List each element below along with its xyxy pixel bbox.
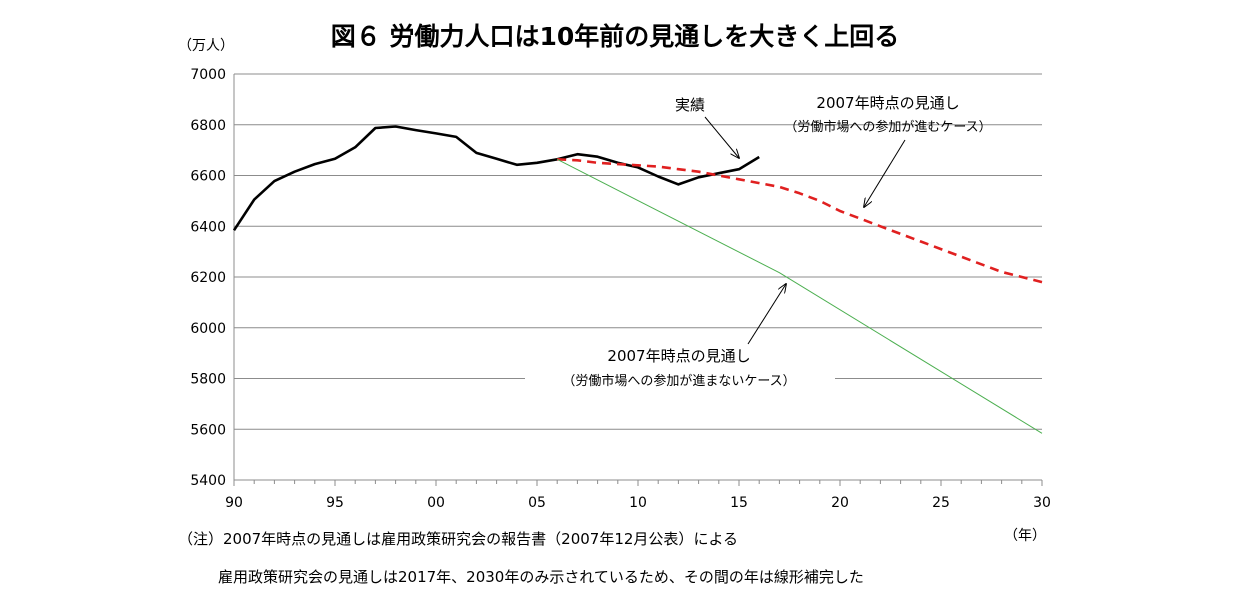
series-line-high-case: [557, 158, 1043, 284]
y-tick-label: 5600: [190, 422, 226, 438]
x-tick-label: 90: [225, 495, 243, 511]
x-tick-label: 30: [1033, 495, 1051, 511]
series-lines: [232, 125, 1043, 434]
series-line-actual: [232, 125, 760, 232]
chart-title: 図６ 労働力人口は10年前の見通しを大きく上回る: [331, 22, 900, 51]
annotation-low-case-bg: [525, 346, 835, 394]
y-axis-unit: （万人）: [178, 38, 234, 54]
footnote-2: 雇用政策研究会の見通しは2017年、2030年のみ示されているため、その間の年は…: [218, 568, 864, 586]
footnote-1: （注）2007年時点の見通しは雇用政策研究会の報告書（2007年12月公表）によ…: [178, 530, 738, 548]
series-line-low-case: [556, 158, 1043, 434]
annotation-high-case: 2007年時点の見通し （労働市場への参加が進むケース）: [784, 94, 992, 207]
annotation-low-case: 2007年時点の見通し （労働市場への参加が進まないケース）: [525, 284, 835, 394]
y-tick-label: 5800: [190, 372, 226, 388]
y-tick-label: 7000: [190, 67, 226, 83]
x-tick-label: 00: [427, 495, 445, 511]
x-tick-label: 10: [629, 495, 647, 511]
annotation-low-case-arrow: [747, 284, 786, 345]
annotation-low-case-sub: （労働市場への参加が進まないケース）: [562, 373, 795, 389]
y-tick-label: 6600: [190, 169, 226, 185]
annotation-high-case-sub: （労働市場への参加が進むケース）: [784, 119, 991, 135]
y-tick-label: 6400: [190, 219, 226, 235]
y-tick-label: 6000: [190, 321, 226, 337]
annotation-high-case-label: 2007年時点の見通し: [816, 94, 959, 112]
axes: 5400 5600 5800 6000 6200 6400 6600 6800 7000 90 95…: [190, 67, 1051, 511]
x-tick-label: 20: [831, 495, 849, 511]
annotation-actual-label: 実績: [675, 96, 705, 114]
y-tick-label: 6800: [190, 118, 226, 134]
x-tick-label: 15: [730, 495, 748, 511]
x-tick-label: 05: [528, 495, 546, 511]
x-axis-unit: （年）: [1004, 528, 1046, 544]
annotation-high-case-arrow: [864, 139, 906, 207]
y-tick-label: 6200: [190, 270, 226, 286]
x-tick-label: 25: [932, 495, 950, 511]
annotation-actual-arrow: [704, 116, 739, 158]
annotation-low-case-label: 2007年時点の見通し: [607, 347, 750, 365]
annotation-actual: 実績: [675, 96, 739, 158]
gridlines: [234, 73, 1042, 430]
y-tick-label: 5400: [190, 473, 226, 489]
x-tick-label: 95: [326, 495, 344, 511]
